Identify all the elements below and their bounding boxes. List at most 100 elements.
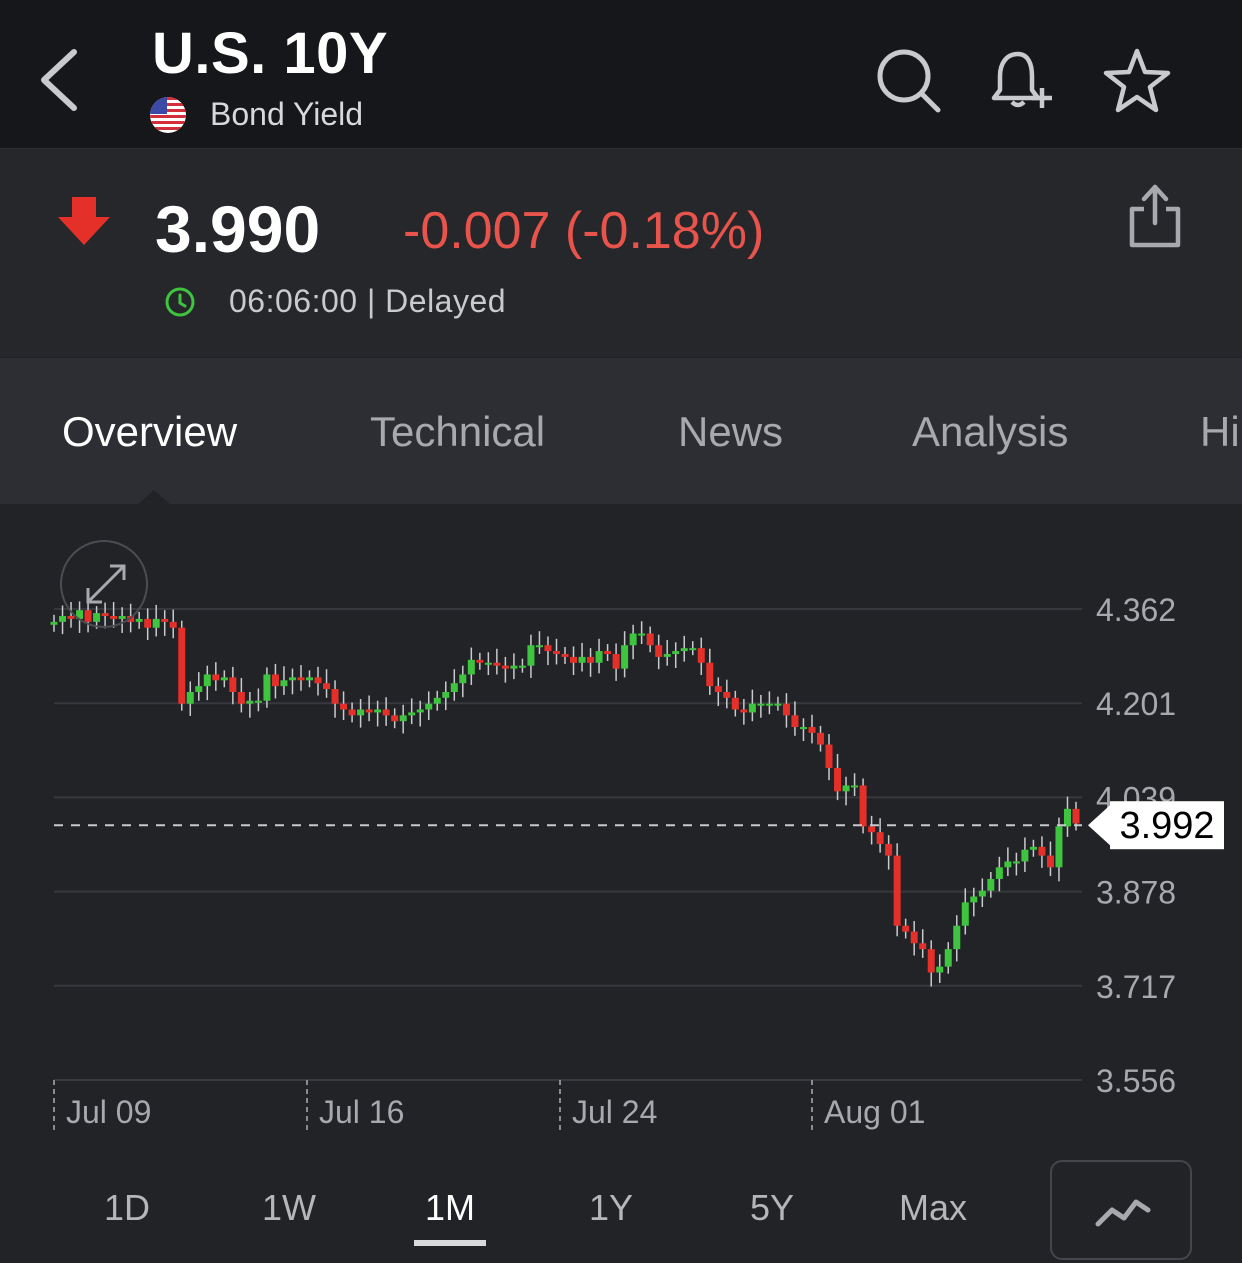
candle-body: [706, 662, 714, 687]
chart-type-button[interactable]: [1050, 1160, 1192, 1260]
current-price-label-bg: [1110, 801, 1224, 850]
candle-body: [842, 785, 850, 792]
expand-chart-button[interactable]: [60, 540, 148, 628]
current-price: 3.990: [155, 192, 321, 266]
x-tick-label: Aug 01: [824, 1094, 925, 1130]
candle-body: [655, 645, 663, 657]
candle-body: [936, 966, 944, 973]
candle-body: [50, 621, 58, 625]
candle-body: [740, 709, 748, 713]
candle-body: [859, 785, 867, 827]
candle-body: [1021, 849, 1029, 862]
share-icon[interactable]: [1126, 183, 1184, 249]
y-tick-label: 3.878: [1096, 875, 1176, 911]
candle-body: [689, 648, 697, 651]
period-1w[interactable]: 1W: [262, 1187, 316, 1228]
y-tick-label: 4.362: [1096, 592, 1176, 628]
candle-body: [825, 744, 833, 768]
candle-body: [271, 674, 279, 687]
down-arrow-icon: [58, 197, 110, 245]
candle-body: [535, 645, 543, 648]
candle-body: [467, 659, 475, 675]
candle-body: [1055, 826, 1063, 868]
candle-body: [944, 949, 952, 967]
candle-body: [612, 653, 620, 669]
candle-body: [1029, 846, 1037, 850]
candle-body: [493, 662, 501, 666]
tab-technical[interactable]: Technical: [370, 408, 546, 455]
candle-body: [893, 855, 901, 926]
candle-body: [442, 691, 450, 698]
candle-body: [408, 712, 416, 716]
quote-timestamp: 06:06:00 | Delayed: [229, 283, 507, 319]
period-max[interactable]: Max: [898, 1187, 968, 1228]
candle-body: [306, 677, 313, 681]
candle-body: [731, 697, 739, 710]
candle-body: [646, 633, 654, 646]
candle-body: [323, 683, 331, 690]
period-1y[interactable]: 1Y: [588, 1187, 634, 1228]
candle-body: [144, 618, 152, 628]
candle-body: [595, 651, 603, 663]
tab-news[interactable]: News: [678, 408, 784, 455]
candle-body: [851, 785, 859, 788]
period-5y[interactable]: 5Y: [749, 1187, 795, 1228]
watchlist-star-icon[interactable]: [1102, 46, 1172, 116]
candle-body: [680, 648, 688, 652]
candle-body: [808, 727, 816, 733]
candle-body: [518, 665, 526, 668]
candle-body: [246, 700, 254, 704]
candle-body: [978, 890, 986, 897]
candle-body: [587, 656, 595, 663]
candle-body: [578, 656, 586, 663]
clock-icon: [165, 287, 195, 317]
tab-historical[interactable]: Hi: [1200, 408, 1240, 455]
candle-body: [195, 686, 203, 692]
active-tab-pointer: [138, 490, 170, 504]
candle-body: [152, 618, 160, 628]
candle-body: [1046, 855, 1054, 868]
candle-body: [1072, 808, 1080, 824]
candle-body: [527, 645, 535, 666]
candle-body: [510, 665, 518, 669]
quote-panel: 3.990 -0.007 (-0.18%) 06:06:00 | Delayed: [0, 149, 1242, 357]
candle-body: [774, 703, 782, 706]
period-1d[interactable]: 1D: [103, 1187, 151, 1228]
search-icon[interactable]: [874, 46, 944, 116]
y-tick-label: 3.717: [1096, 969, 1176, 1005]
back-chevron-icon[interactable]: [30, 44, 90, 116]
candle-body: [212, 674, 220, 681]
candle-body: [723, 691, 731, 698]
tab-overview[interactable]: Overview: [62, 408, 238, 455]
candle-body: [757, 703, 765, 706]
candle-body: [501, 665, 509, 669]
candle-body: [220, 677, 228, 681]
candle-body: [552, 651, 560, 654]
candle-body: [834, 767, 842, 792]
candle-body: [1038, 846, 1046, 856]
candle-body: [254, 700, 262, 703]
add-alert-bell-icon[interactable]: [988, 46, 1058, 116]
candle-body: [484, 662, 492, 665]
candle-body: [621, 645, 629, 669]
candle-body: [314, 677, 322, 684]
candle-body: [340, 703, 348, 710]
candle-body: [374, 709, 382, 713]
candle-body: [399, 715, 407, 722]
candle-body: [331, 689, 339, 704]
candle-body: [416, 709, 424, 713]
candle-body: [910, 931, 918, 944]
tab-analysis[interactable]: Analysis: [912, 408, 1069, 455]
candle-body: [987, 878, 995, 891]
y-tick-label: 3.556: [1096, 1063, 1176, 1099]
period-1m[interactable]: 1M: [424, 1187, 476, 1228]
candle-body: [970, 896, 978, 903]
candle-body: [604, 651, 612, 654]
candle-body: [748, 703, 756, 713]
candle-body: [961, 902, 969, 926]
candle-body: [365, 709, 373, 713]
candle-body: [382, 709, 390, 716]
instrument-subtitle: Bond Yield: [210, 96, 364, 132]
price-change: -0.007 (-0.18%): [403, 202, 765, 260]
